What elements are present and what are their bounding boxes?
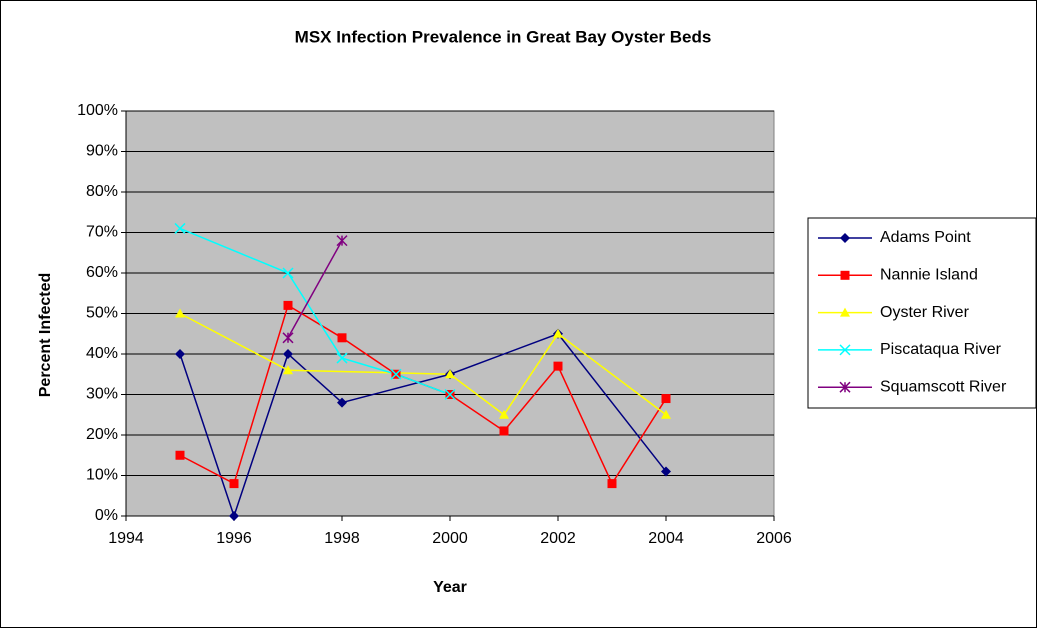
marker	[175, 349, 185, 359]
y-tick-label: 60%	[86, 264, 118, 281]
marker	[553, 328, 563, 338]
legend-marker	[839, 381, 851, 393]
marker	[444, 388, 456, 401]
marker	[175, 308, 185, 318]
x-tick-label: 1996	[216, 530, 252, 547]
marker	[282, 267, 294, 279]
marker	[661, 466, 671, 477]
marker	[553, 361, 563, 371]
legend-label: Oyster River	[880, 304, 970, 321]
marker	[337, 397, 347, 408]
x-axis-label: Year	[433, 579, 467, 596]
legend-marker	[839, 344, 851, 356]
marker	[283, 300, 293, 310]
x-tick-label: 2006	[756, 530, 792, 547]
legend-label: Squamscott River	[880, 378, 1007, 395]
y-tick-label: 70%	[86, 224, 118, 241]
y-tick-label: 40%	[86, 345, 118, 362]
legend-label: Nannie Island	[880, 267, 978, 284]
marker	[336, 352, 348, 364]
marker	[499, 426, 509, 436]
marker	[445, 369, 455, 379]
marker	[229, 511, 239, 521]
marker	[499, 409, 509, 419]
marker	[336, 235, 348, 247]
marker	[661, 409, 671, 419]
x-tick-label: 1998	[324, 530, 360, 547]
legend-label: Adams Point	[880, 229, 971, 246]
marker	[607, 479, 617, 489]
legend-label: Piscataqua River	[880, 341, 1002, 358]
y-tick-label: 50%	[86, 305, 118, 322]
marker	[390, 368, 402, 380]
legend-marker	[840, 307, 850, 317]
series-line	[287, 240, 343, 339]
y-tick-label: 10%	[86, 467, 118, 484]
y-tick-label: 100%	[77, 102, 118, 119]
marker	[283, 365, 293, 375]
x-tick-label: 2004	[648, 530, 684, 547]
marker	[229, 479, 239, 489]
y-axis-label: Percent Infected	[37, 273, 54, 397]
y-tick-label: 20%	[86, 426, 118, 443]
chart-title: MSX Infection Prevalence in Great Bay Oy…	[295, 27, 712, 46]
x-tick-label: 1994	[108, 530, 144, 547]
y-tick-label: 0%	[95, 507, 118, 524]
y-tick-label: 80%	[86, 183, 118, 200]
y-tick-label: 90%	[86, 143, 118, 160]
y-tick-label: 30%	[86, 386, 118, 403]
marker	[283, 349, 293, 359]
x-tick-label: 2002	[540, 530, 576, 547]
marker	[337, 333, 347, 343]
marker	[175, 450, 185, 460]
marker	[174, 222, 186, 234]
legend-marker	[840, 233, 850, 243]
legend-marker	[840, 270, 850, 280]
marker	[661, 394, 671, 404]
x-tick-label: 2000	[432, 530, 468, 547]
series-line	[179, 312, 667, 416]
marker	[282, 332, 294, 344]
